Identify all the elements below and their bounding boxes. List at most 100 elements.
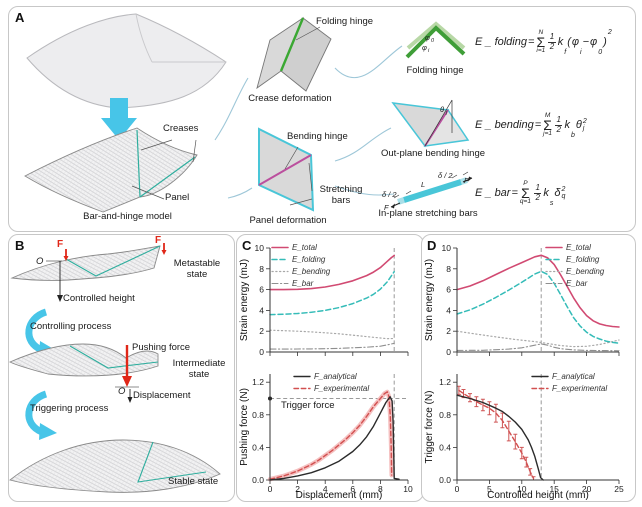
- force-left-label: F: [384, 203, 389, 212]
- displacement-arrowhead: [127, 397, 133, 403]
- d-force-ytick-labels: 0.0 0.4 0.8 1.2: [439, 377, 451, 485]
- c-force-xtick-labels: 0 2 4 6 8 10: [268, 484, 413, 494]
- triggering-arrow: [25, 390, 48, 436]
- force-right-label: F: [464, 176, 469, 185]
- creases-intermediate: [69, 345, 159, 369]
- svg-text:8: 8: [259, 264, 264, 274]
- legend-item: E_bending: [545, 266, 605, 276]
- c-force-ticks: [266, 381, 409, 484]
- panel-annotation: Panel: [165, 192, 190, 203]
- delta-right-label: δ / 2: [438, 171, 453, 180]
- d-energy-ticks: [453, 247, 620, 356]
- origin-label-1: O: [36, 256, 44, 267]
- c-force-ylabel: Pushing force (N): [239, 388, 250, 466]
- svg-text:6: 6: [446, 285, 451, 295]
- chevron-rest-icon: [406, 21, 466, 50]
- svg-text:10: 10: [517, 484, 527, 494]
- force-arrowhead-left: [63, 256, 69, 261]
- mesh-model: [24, 127, 198, 213]
- mesh-stable: [9, 439, 221, 493]
- panel-def-caption: Panel deformation: [249, 215, 327, 226]
- force-arrowhead-right: [161, 250, 167, 255]
- pointer-lines: [131, 139, 197, 200]
- c-energy-ytick-labels: 0 2 4 6 8 10: [255, 243, 265, 357]
- model-caption: Bar-and-hinge model: [83, 211, 172, 222]
- d-force-plot: 0.0 0.4 0.8 1.2 0 5 10 15 20 25 Trigger …: [424, 374, 624, 501]
- svg-text:20: 20: [582, 484, 592, 494]
- panel-d-label: D: [427, 238, 437, 253]
- svg-text:25: 25: [614, 484, 624, 494]
- bending-hinge-annotation: Bending hinge: [287, 131, 348, 142]
- inplane-caption: In-plane stretching bars: [378, 208, 478, 219]
- svg-text:2: 2: [446, 326, 451, 336]
- d-exp-line: [458, 389, 535, 480]
- svg-text:4: 4: [446, 305, 451, 315]
- svg-text:0.4: 0.4: [252, 442, 264, 452]
- svg-text:0.0: 0.0: [439, 475, 451, 485]
- c-ana-line: [269, 396, 400, 481]
- svg-text:2: 2: [259, 326, 264, 336]
- d-force-xlabel: Controlled height (mm): [487, 490, 589, 501]
- triggering-process-label: Triggering process: [30, 403, 109, 414]
- delta-left-label: δ / 2: [382, 190, 397, 199]
- svg-text:0.8: 0.8: [252, 410, 264, 420]
- down-arrow-icon: [101, 98, 137, 140]
- c-force-ytick-labels: 0.0 0.4 0.8 1.2: [252, 377, 264, 485]
- creases-metastable: [65, 245, 161, 277]
- svg-text:0: 0: [268, 484, 273, 494]
- bar-cap-left: [397, 197, 405, 205]
- svg-text:0: 0: [446, 347, 451, 357]
- svg-text:4: 4: [259, 305, 264, 315]
- d-energy-ytick-labels: 0 2 4 6 8 10: [442, 243, 452, 357]
- panel-d-charts: 0 2 4 6 8 10 Strain energy (mJ) 0.0 0.4 …: [424, 243, 624, 501]
- saddle-ridges: [135, 13, 226, 63]
- svg-text:0: 0: [259, 347, 264, 357]
- crease-caption: Crease deformation: [248, 93, 332, 104]
- svg-text:15: 15: [549, 484, 559, 494]
- theta-label: θ: [440, 105, 444, 114]
- d-ebending-line: [456, 330, 620, 348]
- chevron-folded-icon: [405, 25, 466, 59]
- origin-label-2: O: [118, 386, 126, 397]
- legend-item: E_total: [271, 242, 317, 252]
- svg-text:j: j: [445, 110, 448, 116]
- svg-text:0.0: 0.0: [252, 475, 264, 485]
- panel-c-charts: 0 2 4 6 8 10 Strain energy (mJ) 0.0 0.4 …: [239, 243, 413, 501]
- legend-item: F_analytical: [293, 371, 357, 381]
- controlling-process-label: Controlling process: [30, 321, 112, 332]
- c-exp-line: [269, 391, 393, 480]
- stable-state-label: Stable state: [168, 476, 219, 487]
- folding-hinge-pointer: [295, 26, 321, 41]
- panel-c-label: C: [242, 238, 252, 253]
- svg-text:0.8: 0.8: [439, 410, 451, 420]
- legend-item: F_experimental: [293, 383, 370, 393]
- svg-text:10: 10: [255, 243, 265, 253]
- c-energy-ylabel: Strain energy (mJ): [239, 259, 250, 341]
- panel-b-drawing: [8, 243, 221, 493]
- bar-arrowhead-right: [468, 176, 472, 182]
- d-efolding-line: [456, 270, 620, 344]
- c-ebar-line: [269, 342, 395, 350]
- legend-item: E_total: [545, 242, 591, 252]
- legend-item: E_bar: [545, 278, 588, 288]
- folding-icon-caption: Folding hinge: [406, 65, 464, 76]
- svg-text:10: 10: [403, 484, 413, 494]
- svg-text:4: 4: [323, 484, 328, 494]
- svg-text:2: 2: [295, 484, 300, 494]
- controlled-height-label: Controlled height: [63, 293, 135, 304]
- mesh-intermediate: [8, 343, 159, 377]
- theta-lines: [424, 99, 453, 147]
- svg-text:6: 6: [350, 484, 355, 494]
- pushing-arrowhead: [122, 376, 132, 387]
- displacement-label: Displacement: [133, 390, 191, 401]
- legend-item: F_analytical: [531, 371, 595, 381]
- d-energy-ylabel: Strain energy (mJ): [424, 259, 435, 341]
- panel-b-label: B: [15, 238, 25, 253]
- saddle-surface: [26, 13, 227, 109]
- c-efolding-line: [269, 270, 395, 316]
- d-force-xtick-labels: 0 5 10 15 20 25: [455, 484, 624, 494]
- svg-text:10: 10: [442, 243, 452, 253]
- svg-text:6: 6: [259, 285, 264, 295]
